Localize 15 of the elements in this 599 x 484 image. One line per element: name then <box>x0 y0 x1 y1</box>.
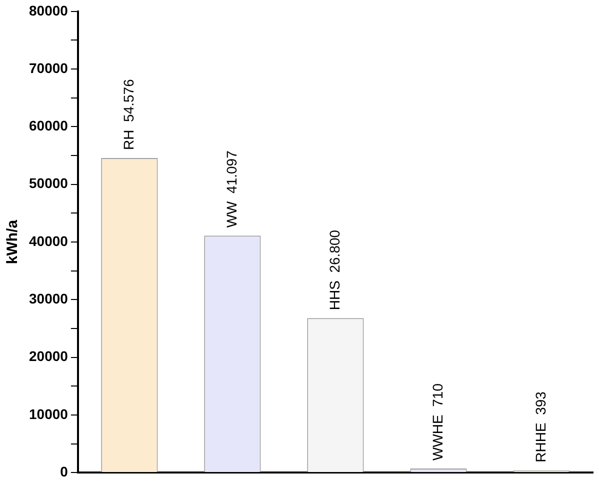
y-tick-label: 60000 <box>28 118 68 134</box>
category-label: WWHE 710 <box>429 383 446 461</box>
y-tick-label: 80000 <box>28 2 68 18</box>
y-tick-label: 20000 <box>28 348 68 364</box>
category-label: RHHE 393 <box>532 392 548 462</box>
y-tick-label: 70000 <box>28 60 68 76</box>
y-tick-label: 40000 <box>28 232 68 249</box>
y-tick-label: 10000 <box>28 406 68 422</box>
y-tick-label: 50000 <box>28 175 68 192</box>
category-label: WW 41.097 <box>223 150 240 228</box>
category-label: HHS 26.800 <box>326 230 342 310</box>
y-tick-label: 30000 <box>28 290 68 307</box>
category-label: RH 54.576 <box>120 79 136 150</box>
y-tick-label: 0 <box>60 463 68 480</box>
y-axis-title: kWh/a <box>4 219 22 264</box>
